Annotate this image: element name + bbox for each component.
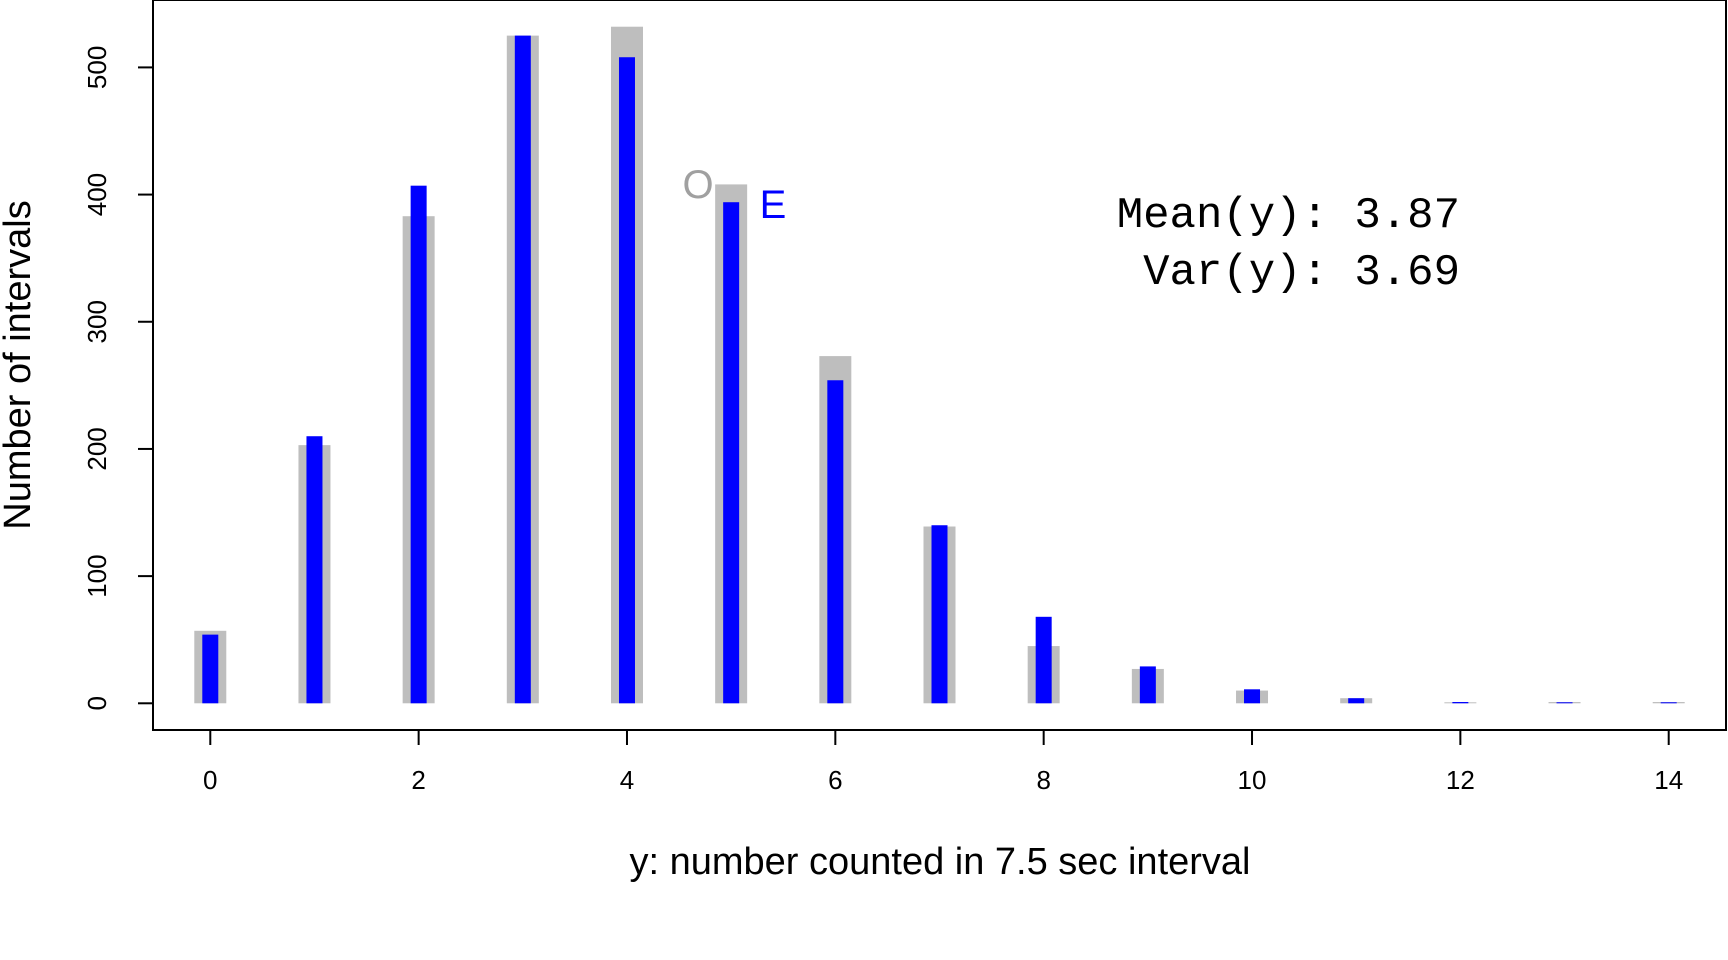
y-tick-label: 100 [82, 554, 112, 597]
x-tick-label: 4 [620, 765, 634, 795]
x-tick-label: 12 [1446, 765, 1475, 795]
legend-expected-label: E [760, 183, 787, 227]
x-tick-label: 14 [1654, 765, 1683, 795]
legend-observed-label: O [682, 163, 713, 207]
expected-bar-3 [514, 35, 531, 704]
expected-series [202, 35, 1677, 704]
expected-bar-6 [827, 380, 844, 704]
x-tick-label: 6 [828, 765, 842, 795]
y-axis: 0 100 200 300 400 500 [82, 46, 154, 711]
expected-bar-7 [931, 525, 948, 704]
var-annotation: Var(y): 3.69 [1143, 248, 1460, 298]
y-tick-label: 400 [82, 173, 112, 216]
expected-bar-14 [1660, 702, 1677, 704]
x-tick-label: 10 [1238, 765, 1267, 795]
x-axis-title: y: number counted in 7.5 sec interval [629, 841, 1250, 883]
expected-bar-9 [1139, 666, 1156, 704]
x-tick-label: 8 [1036, 765, 1050, 795]
expected-bar-0 [202, 634, 219, 704]
x-tick-label: 2 [411, 765, 425, 795]
y-tick-label: 0 [82, 696, 112, 710]
expected-bar-5 [723, 202, 740, 704]
expected-bar-11 [1348, 698, 1365, 704]
y-axis-title: Number of intervals [0, 200, 39, 529]
expected-bar-10 [1244, 689, 1261, 704]
expected-bar-13 [1556, 702, 1573, 704]
x-axis: 0 2 4 6 8 10 12 14 [203, 729, 1683, 795]
expected-bar-1 [306, 436, 323, 704]
expected-bar-2 [410, 185, 427, 704]
y-tick-label: 200 [82, 427, 112, 470]
x-tick-label: 0 [203, 765, 217, 795]
expected-bar-8 [1035, 616, 1052, 704]
y-tick-label: 500 [82, 46, 112, 89]
y-tick-label: 300 [82, 300, 112, 343]
mean-annotation: Mean(y): 3.87 [1117, 191, 1460, 241]
expected-bar-12 [1452, 702, 1469, 704]
expected-bar-4 [618, 57, 635, 704]
